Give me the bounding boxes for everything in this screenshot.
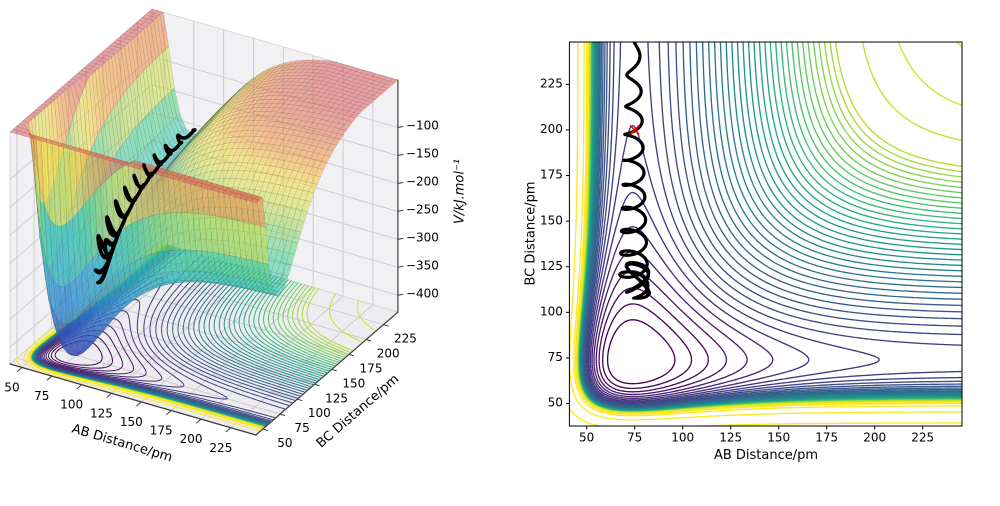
pes-figure-canvas	[0, 0, 1000, 506]
pes-figure: AB Distance/pm BC Distance/pm V/kJ.mol⁻¹…	[0, 0, 1000, 506]
